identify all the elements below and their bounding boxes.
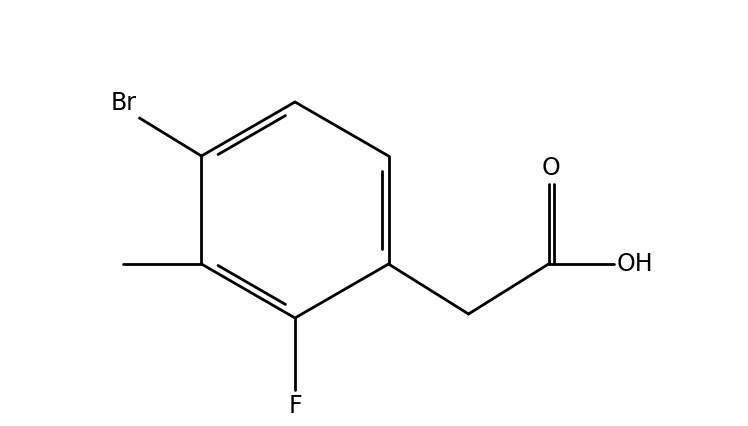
Text: F: F: [288, 394, 301, 418]
Text: Br: Br: [111, 91, 136, 115]
Text: OH: OH: [616, 252, 653, 276]
Text: O: O: [541, 156, 560, 180]
